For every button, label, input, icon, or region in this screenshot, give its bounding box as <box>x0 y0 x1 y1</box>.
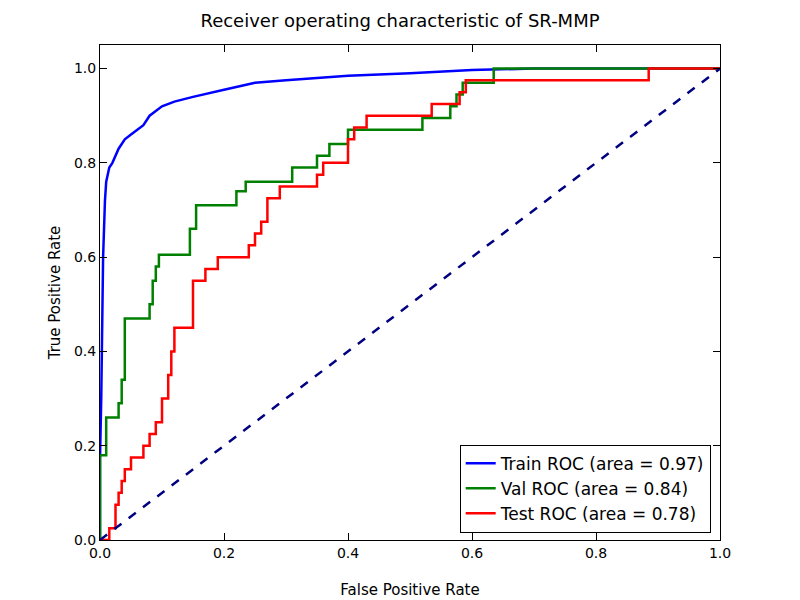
svg-text:Test ROC (area = 0.78): Test ROC (area = 0.78) <box>500 504 696 524</box>
svg-text:0.2: 0.2 <box>74 438 96 454</box>
svg-text:Val ROC (area = 0.84): Val ROC (area = 0.84) <box>501 479 688 499</box>
svg-text:0.6: 0.6 <box>461 545 483 561</box>
svg-text:1.0: 1.0 <box>74 60 96 76</box>
svg-text:0.4: 0.4 <box>74 343 96 359</box>
svg-text:0.0: 0.0 <box>74 532 96 548</box>
svg-text:Receiver operating characteris: Receiver operating characteristic of SR-… <box>200 10 599 31</box>
svg-text:False Positive Rate: False Positive Rate <box>340 581 479 599</box>
svg-text:0.6: 0.6 <box>74 249 96 265</box>
svg-text:1.0: 1.0 <box>709 545 731 561</box>
svg-text:0.0: 0.0 <box>89 545 111 561</box>
svg-text:0.8: 0.8 <box>585 545 607 561</box>
svg-text:0.2: 0.2 <box>213 545 235 561</box>
svg-text:0.8: 0.8 <box>74 155 96 171</box>
svg-text:Train ROC (area = 0.97): Train ROC (area = 0.97) <box>500 454 704 474</box>
svg-text:True Positive Rate: True Positive Rate <box>46 226 64 361</box>
svg-text:0.4: 0.4 <box>337 545 359 561</box>
